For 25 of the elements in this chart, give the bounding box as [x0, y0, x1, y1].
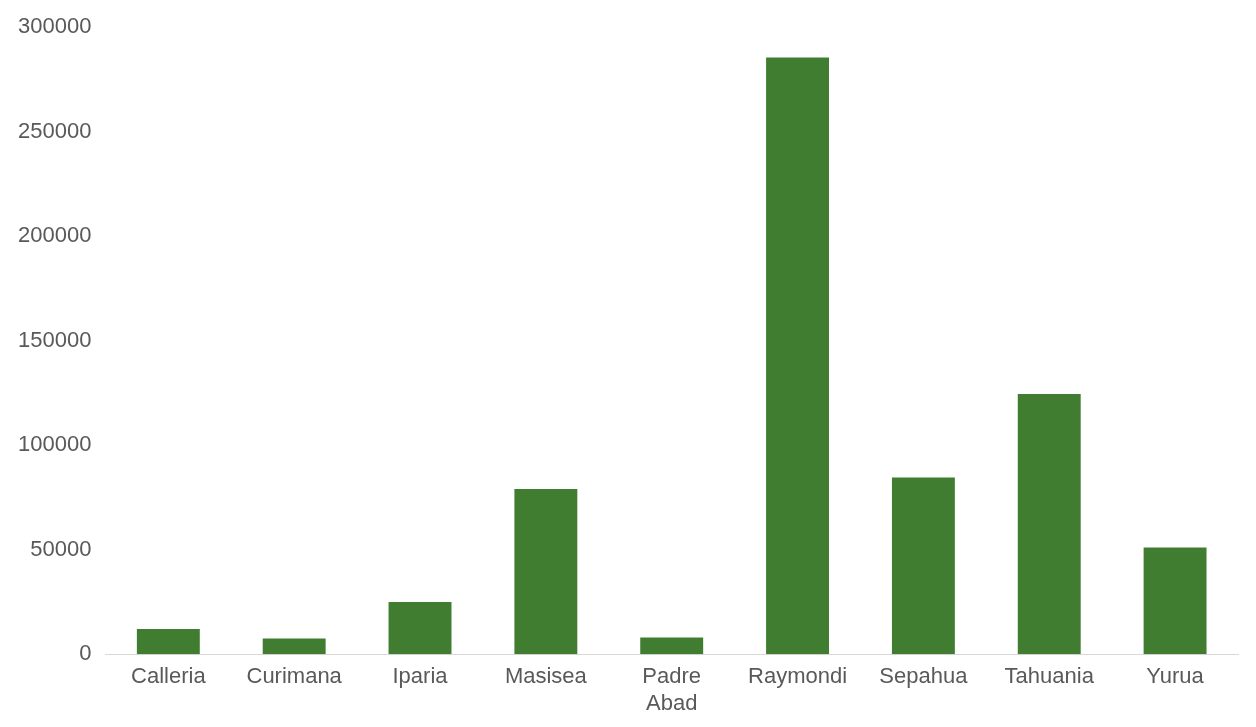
x-tick-label: Curimana: [246, 663, 343, 689]
x-tick-label: Calleria: [131, 663, 207, 689]
bar: [514, 489, 578, 655]
x-tick-label: Sepahua: [879, 663, 969, 689]
y-tick-label: 150000: [17, 326, 92, 352]
bar: [1143, 547, 1207, 655]
y-tick-label: 100000: [17, 431, 92, 457]
bar: [388, 601, 452, 655]
y-tick-label: 250000: [17, 117, 92, 143]
x-tick-label: Raymondi: [748, 663, 848, 689]
bar: [1017, 394, 1081, 655]
bar: [136, 629, 200, 655]
bar: [262, 638, 326, 655]
bar: [891, 477, 955, 655]
x-tick-label: Yurua: [1146, 663, 1205, 689]
x-tick-label: Masisea: [504, 663, 588, 689]
x-tick-label: Padre Abad: [642, 663, 702, 715]
bar: [640, 637, 704, 655]
y-tick-label: 300000: [17, 13, 92, 39]
y-tick-label: 50000: [30, 535, 92, 561]
x-tick-label: Iparia: [392, 663, 449, 689]
bar: [766, 57, 830, 655]
y-tick-label: 200000: [17, 222, 92, 248]
x-tick-label: Tahuania: [1004, 663, 1095, 689]
y-tick-label: 0: [79, 640, 92, 666]
